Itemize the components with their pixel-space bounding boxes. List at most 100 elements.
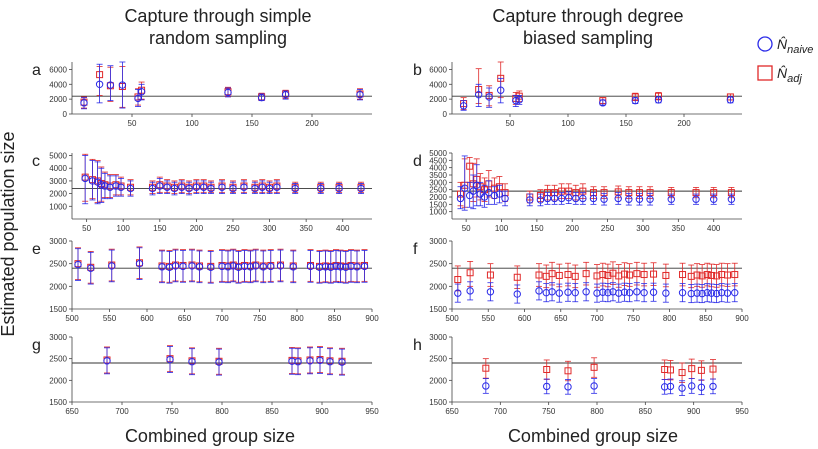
- point-naive: [135, 247, 144, 280]
- legend-adj-label: N̂adj: [777, 65, 802, 85]
- point-naive: [257, 93, 266, 102]
- marker-naive: [215, 358, 223, 366]
- x-tick-label: 150: [530, 224, 544, 233]
- y-tick-label: 5000: [429, 149, 447, 158]
- marker-naive: [360, 262, 369, 271]
- point-naive: [678, 380, 686, 396]
- y-tick-label: 0: [63, 110, 68, 119]
- point-naive: [265, 181, 274, 195]
- point-naive: [218, 180, 226, 195]
- x-tick-label: 700: [590, 314, 604, 323]
- point-naive: [633, 282, 641, 302]
- marker-naive: [590, 382, 598, 390]
- point-naive: [490, 186, 499, 205]
- point-naive: [291, 183, 299, 195]
- y-tick-label: 1500: [429, 398, 447, 407]
- marker-naive: [485, 93, 493, 101]
- marker-naive: [317, 184, 325, 193]
- x-tick-label: 950: [735, 407, 749, 416]
- point-naive: [95, 63, 104, 104]
- y-tick-label: 2500: [429, 260, 447, 269]
- marker-naive: [635, 195, 644, 203]
- point-naive: [353, 250, 361, 284]
- marker-naive: [207, 263, 215, 271]
- point-naive: [327, 251, 335, 284]
- point-naive: [103, 347, 111, 375]
- marker-naive: [276, 262, 285, 270]
- point-naive: [338, 348, 346, 376]
- marker-naive: [88, 177, 97, 185]
- marker-naive: [571, 288, 579, 297]
- marker-naive: [87, 264, 95, 272]
- y-tick-label: 1000: [49, 202, 67, 211]
- marker-naive: [513, 290, 521, 298]
- point-naive: [731, 283, 739, 303]
- point-naive: [535, 281, 543, 301]
- marker-naive: [459, 102, 468, 110]
- point-naive: [317, 183, 325, 195]
- x-tick-label: 850: [265, 407, 279, 416]
- marker-naive: [326, 358, 334, 366]
- panel-label-a: a: [32, 62, 41, 79]
- point-adj: [697, 360, 705, 381]
- marker-naive: [542, 288, 550, 297]
- marker-adj: [604, 271, 612, 279]
- y-tick-label: 3000: [49, 333, 67, 342]
- y-tick-label: 3000: [429, 178, 447, 187]
- point-naive: [564, 282, 572, 302]
- point-naive: [360, 250, 369, 283]
- marker-naive: [564, 288, 572, 296]
- y-tick-label: 1500: [429, 305, 447, 314]
- point-naive: [666, 378, 675, 395]
- point-naive: [215, 348, 223, 376]
- marker-naive: [693, 289, 701, 297]
- x-tick-label: 800: [590, 407, 604, 416]
- marker-naive: [687, 289, 695, 298]
- point-adj: [604, 263, 612, 288]
- marker-naive: [564, 383, 572, 391]
- point-naive: [294, 348, 302, 376]
- marker-adj: [466, 162, 474, 170]
- point-naive: [497, 77, 505, 104]
- marker-naive: [106, 81, 115, 89]
- marker-naive: [112, 182, 120, 190]
- point-naive: [188, 249, 196, 283]
- marker-naive: [710, 195, 718, 203]
- marker-naive: [480, 193, 489, 201]
- marker-adj: [633, 270, 641, 278]
- point-naive: [709, 378, 717, 395]
- panel-label-f: f: [413, 241, 418, 258]
- x-tick-label: 850: [639, 407, 653, 416]
- point-naive: [550, 192, 559, 205]
- point-adj: [590, 357, 598, 378]
- marker-naive: [257, 93, 266, 102]
- x-tick-label: 50: [82, 224, 91, 233]
- marker-naive: [515, 96, 523, 104]
- point-naive: [234, 251, 243, 284]
- point-naive: [703, 283, 711, 303]
- marker-adj: [454, 276, 462, 284]
- marker-adj: [650, 270, 658, 278]
- point-naive: [599, 282, 607, 302]
- marker-naive: [97, 181, 105, 189]
- y-tick-label: 3000: [429, 333, 447, 342]
- x-tick-label: 800: [663, 314, 677, 323]
- point-naive: [224, 250, 232, 284]
- point-naive: [195, 250, 204, 284]
- y-tick-label: 3000: [49, 177, 67, 186]
- marker-naive: [171, 262, 180, 270]
- point-naive: [710, 193, 718, 205]
- x-tick-label: 650: [65, 407, 79, 416]
- point-naive: [589, 192, 598, 205]
- point-naive: [486, 282, 495, 302]
- marker-naive: [357, 184, 365, 193]
- marker-adj: [564, 367, 572, 375]
- point-naive: [620, 282, 629, 302]
- point-adj: [679, 262, 687, 287]
- x-tick-label: 550: [103, 314, 117, 323]
- panel-label-h: h: [413, 337, 422, 354]
- point-naive: [251, 181, 259, 195]
- y-tick-label: 3500: [429, 171, 447, 180]
- marker-naive: [495, 190, 504, 198]
- marker-adj: [697, 366, 705, 374]
